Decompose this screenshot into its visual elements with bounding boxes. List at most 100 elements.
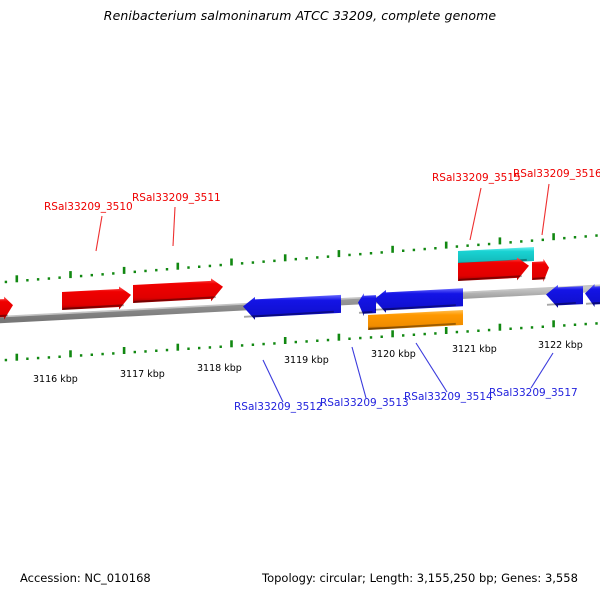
tick-mark xyxy=(122,266,126,274)
tick-mark xyxy=(380,251,383,254)
leader-line-RSal33209_3515 xyxy=(469,187,482,241)
tick-mark xyxy=(47,277,51,280)
tick-mark xyxy=(112,352,115,355)
tick-mark xyxy=(144,269,147,273)
tick-mark xyxy=(520,240,523,243)
tick-mark xyxy=(4,280,8,284)
tick-mark xyxy=(273,259,276,263)
tick-mark xyxy=(520,326,523,330)
gene-label-RSal33209_3516[interactable]: RSal33209_3516 xyxy=(513,168,600,180)
tick-mark xyxy=(477,243,480,247)
tick-mark xyxy=(262,342,265,346)
tick-mark xyxy=(412,333,416,336)
tick-mark xyxy=(273,342,276,345)
tick-mark xyxy=(219,345,222,348)
feat-partial-left-fwd[interactable] xyxy=(0,296,13,320)
feat-3516[interactable] xyxy=(532,258,549,282)
tick-mark xyxy=(15,275,19,283)
feat-3511-bevel xyxy=(133,296,216,303)
leader-line-RSal33209_3514 xyxy=(415,342,448,393)
feat-3513[interactable] xyxy=(358,293,376,317)
tick-mark xyxy=(15,353,19,361)
tick-mark xyxy=(391,330,394,338)
tick-mark xyxy=(4,358,8,362)
tick-mark xyxy=(305,340,308,343)
feat-3515-bevel xyxy=(458,275,522,281)
tick-mark xyxy=(498,237,502,245)
feat-3512[interactable] xyxy=(243,294,341,320)
tick-mark xyxy=(466,244,469,247)
gene-label-RSal33209_3513[interactable]: RSal33209_3513 xyxy=(320,397,409,409)
tick-mark xyxy=(133,350,136,354)
feat-3514-bevel xyxy=(374,304,456,311)
feat-3514[interactable] xyxy=(374,288,463,313)
gene-label-RSal33209_3514[interactable]: RSal33209_3514 xyxy=(404,391,493,403)
tick-mark xyxy=(552,233,555,241)
tick-mark xyxy=(455,330,459,334)
tick-mark xyxy=(165,348,169,352)
reverse-gene-labels: RSal33209_3512RSal33209_3513RSal33209_35… xyxy=(234,387,578,413)
tick-mark xyxy=(348,337,351,340)
tick-mark xyxy=(412,248,416,252)
tick-mark xyxy=(187,266,190,269)
leader-line-RSal33209_3511 xyxy=(172,206,176,247)
tick-mark xyxy=(155,268,158,272)
tick-mark xyxy=(348,253,351,257)
tick-mark xyxy=(144,350,147,353)
tick-mark xyxy=(573,236,577,239)
tick-mark xyxy=(326,255,330,258)
tick-mark xyxy=(434,332,437,335)
tick-mark xyxy=(112,272,115,275)
tick-mark xyxy=(176,343,180,351)
tick-mark xyxy=(337,333,341,341)
tick-mark xyxy=(487,242,491,246)
feat-3513-bevel xyxy=(358,311,373,314)
feat-3516-bevel xyxy=(532,277,546,280)
feat-3515[interactable] xyxy=(458,257,529,281)
leader-line-RSal33209_3512 xyxy=(262,359,284,403)
feat-3511[interactable] xyxy=(133,278,223,303)
tick-mark xyxy=(530,326,534,329)
feat-3512-bevel xyxy=(243,310,334,318)
tick-mark xyxy=(359,252,362,256)
tick-mark xyxy=(47,356,51,359)
feat-3517[interactable] xyxy=(546,284,583,308)
tick-mark xyxy=(563,324,566,327)
tick-mark xyxy=(283,337,287,344)
tick-mark xyxy=(208,346,212,349)
tick-mark xyxy=(251,261,255,264)
tick-mark xyxy=(498,323,502,331)
tick-mark xyxy=(563,236,566,240)
tick-mark xyxy=(101,352,104,356)
feat-3510[interactable] xyxy=(62,286,131,311)
gene-label-RSal33209_3511[interactable]: RSal33209_3511 xyxy=(132,192,221,204)
tick-mark xyxy=(402,249,405,252)
axis-tick-label: 3118 kbp xyxy=(197,363,242,374)
tick-mark xyxy=(434,247,437,250)
axis-tick-label: 3122 kbp xyxy=(538,340,583,351)
gene-label-RSal33209_3512[interactable]: RSal33209_3512 xyxy=(234,401,323,413)
tick-mark xyxy=(541,238,544,242)
tick-mark xyxy=(477,329,480,332)
feat-orange-misc[interactable] xyxy=(368,310,463,330)
tick-mark xyxy=(316,339,319,342)
tick-mark xyxy=(90,353,93,356)
axis-tick-label: 3119 kbp xyxy=(284,355,329,366)
label-leader-lines xyxy=(95,183,554,403)
gene-label-RSal33209_3510[interactable]: RSal33209_3510 xyxy=(44,201,133,213)
tick-mark xyxy=(573,323,577,326)
tick-mark xyxy=(101,273,104,276)
feat-partial-right-rev[interactable] xyxy=(585,284,600,307)
tick-mark xyxy=(176,262,180,270)
gene-label-RSal33209_3517[interactable]: RSal33209_3517 xyxy=(489,387,578,399)
genome-stats-text: Topology: circular; Length: 3,155,250 bp… xyxy=(262,571,578,585)
feat-3510-bevel xyxy=(62,304,124,310)
tick-mark xyxy=(402,334,405,337)
axis-tick-labels: 3116 kbp 3117 kbp 3118 kbp 3119 kbp 3120 kbp… xyxy=(33,340,583,385)
gene-label-RSal33209_3515[interactable]: RSal33209_3515 xyxy=(432,172,521,184)
tick-mark xyxy=(380,335,383,338)
tick-mark xyxy=(133,270,136,274)
tick-mark xyxy=(423,247,426,251)
leader-line-RSal33209_3517 xyxy=(530,352,554,389)
tick-mark xyxy=(595,234,598,237)
